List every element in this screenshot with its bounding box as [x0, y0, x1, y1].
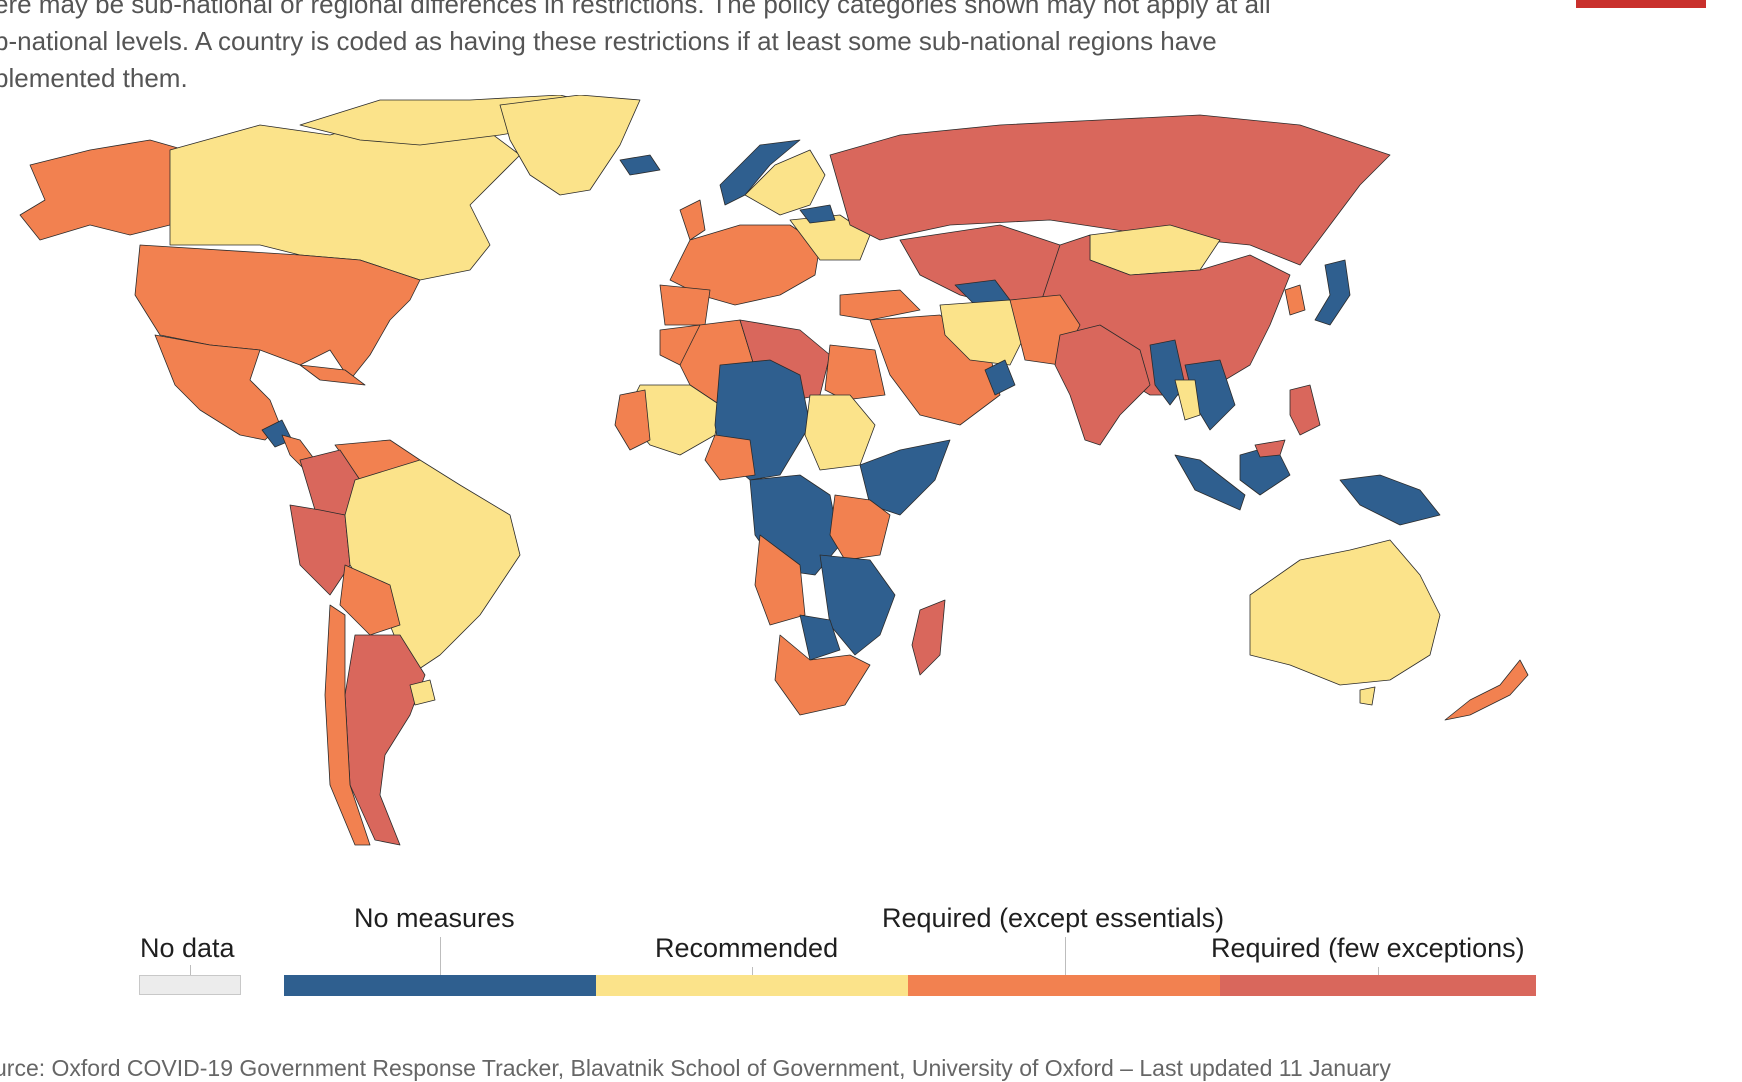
- region-oman[interactable]: [984, 359, 1016, 396]
- region-madagascar[interactable]: [911, 599, 946, 676]
- legend-label-required-except-essentials: Required (except essentials): [882, 903, 1225, 933]
- legend-bar-required-except-essentials: [908, 975, 1220, 996]
- description-line-1: ere may be sub-national or regional diff…: [0, 0, 1271, 19]
- region-iceland[interactable]: [619, 154, 661, 176]
- legend-label-no-measures: No measures: [354, 903, 515, 933]
- region-peru[interactable]: [289, 504, 351, 596]
- legend-bar-no-measures: [284, 975, 596, 996]
- legend-tick-recommended: [752, 967, 753, 975]
- region-nigeria[interactable]: [704, 434, 756, 481]
- legend-tick-required-few-exceptions: [1378, 967, 1379, 975]
- region-new-zealand[interactable]: [1444, 659, 1529, 721]
- legend-label-required-few-exceptions: Required (few exceptions): [1211, 933, 1525, 963]
- region-alaska[interactable]: [19, 139, 186, 241]
- region-turkey[interactable]: [839, 289, 921, 321]
- legend-label-recommended: Recommended: [655, 933, 839, 963]
- legend-bar-required-few-exceptions: [1220, 975, 1536, 996]
- region-mali[interactable]: [614, 389, 651, 451]
- region-russia[interactable]: [829, 114, 1391, 266]
- region-new-guinea[interactable]: [1339, 474, 1441, 526]
- region-uk[interactable]: [679, 199, 706, 241]
- source-note: urce: Oxford COVID-19 Government Respons…: [0, 1055, 1391, 1081]
- legend-tick-no-data: [190, 965, 191, 975]
- legend-tick-no-measures: [440, 937, 441, 975]
- legend-tick-required-except-essentials: [1065, 937, 1066, 975]
- region-india[interactable]: [1054, 324, 1151, 446]
- region-greenland[interactable]: [499, 95, 641, 196]
- region-egypt[interactable]: [824, 344, 886, 401]
- world-map: [19, 95, 1529, 846]
- region-korea[interactable]: [1284, 284, 1306, 316]
- legend-bar-recommended: [596, 975, 908, 996]
- region-australia[interactable]: [1249, 539, 1441, 686]
- region-sudan[interactable]: [804, 394, 876, 471]
- region-tasmania[interactable]: [1359, 686, 1376, 706]
- legend-label-no-data: No data: [140, 933, 235, 963]
- region-uruguay[interactable]: [409, 679, 436, 706]
- region-angola[interactable]: [754, 534, 806, 626]
- description-line-3: plemented them.: [0, 63, 188, 93]
- region-norway[interactable]: [719, 139, 801, 206]
- region-south-africa[interactable]: [774, 634, 871, 716]
- corner-swatch: [1576, 0, 1706, 8]
- legend-swatch-no-data: [139, 975, 241, 995]
- region-japan[interactable]: [1314, 259, 1351, 326]
- region-east-africa[interactable]: [829, 494, 891, 561]
- region-cuba[interactable]: [299, 364, 366, 386]
- region-thailand[interactable]: [1174, 379, 1201, 421]
- region-belarus[interactable]: [799, 204, 836, 224]
- region-scandinavia[interactable]: [744, 149, 826, 216]
- region-iberia[interactable]: [659, 284, 711, 326]
- region-myanmar[interactable]: [1149, 339, 1186, 406]
- region-bolivia[interactable]: [339, 564, 401, 636]
- region-chile[interactable]: [324, 604, 371, 846]
- region-botswana[interactable]: [799, 614, 841, 661]
- chart-description: ere may be sub-national or regional diff…: [0, 0, 1514, 97]
- region-malaysia[interactable]: [1254, 439, 1286, 458]
- region-philippines[interactable]: [1289, 384, 1321, 436]
- region-sumatra[interactable]: [1174, 454, 1246, 511]
- description-line-2: b-national levels. A country is coded as…: [0, 26, 1217, 56]
